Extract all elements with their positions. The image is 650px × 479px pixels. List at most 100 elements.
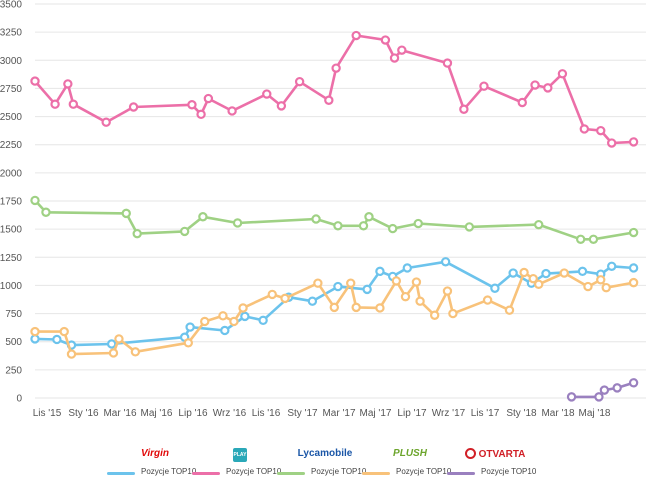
data-point[interactable] xyxy=(185,322,195,332)
data-point[interactable] xyxy=(504,305,515,315)
data-point[interactable] xyxy=(402,263,412,273)
data-point[interactable] xyxy=(490,283,500,293)
data-point[interactable] xyxy=(575,234,586,244)
data-point[interactable] xyxy=(128,102,139,112)
data-point[interactable] xyxy=(30,76,40,86)
data-point[interactable] xyxy=(229,316,239,327)
data-point[interactable] xyxy=(442,58,453,68)
data-point[interactable] xyxy=(59,326,69,337)
data-point[interactable] xyxy=(280,293,290,304)
data-point[interactable] xyxy=(311,214,321,224)
data-point[interactable] xyxy=(380,35,391,45)
data-point[interactable] xyxy=(307,296,318,306)
data-point[interactable] xyxy=(364,212,374,222)
data-point[interactable] xyxy=(415,296,425,306)
data-point[interactable] xyxy=(557,69,568,79)
data-point[interactable] xyxy=(183,338,193,348)
data-point[interactable] xyxy=(351,30,361,41)
data-point[interactable] xyxy=(187,100,197,110)
data-point[interactable] xyxy=(588,234,599,244)
data-point[interactable] xyxy=(52,334,62,345)
data-point[interactable] xyxy=(534,279,544,290)
data-point[interactable] xyxy=(30,326,40,337)
data-point[interactable] xyxy=(413,218,423,229)
data-point[interactable] xyxy=(375,303,385,313)
legend-item-lycamobile[interactable]: Lycamobile Pozycje TOP10 xyxy=(265,448,385,479)
data-point[interactable] xyxy=(313,278,323,288)
data-point[interactable] xyxy=(391,276,402,286)
data-point[interactable] xyxy=(508,268,518,278)
data-point[interactable] xyxy=(596,125,606,136)
data-point[interactable] xyxy=(179,226,190,237)
data-point[interactable] xyxy=(577,266,588,277)
data-point[interactable] xyxy=(41,207,51,217)
data-point[interactable] xyxy=(362,284,372,295)
data-point[interactable] xyxy=(101,117,111,127)
data-point[interactable] xyxy=(203,93,214,104)
data-point[interactable] xyxy=(442,286,453,296)
data-point[interactable] xyxy=(459,104,469,114)
data-point[interactable] xyxy=(479,81,489,91)
data-point[interactable] xyxy=(528,273,538,284)
data-point[interactable] xyxy=(258,315,268,326)
data-point[interactable] xyxy=(358,221,369,231)
data-point[interactable] xyxy=(218,311,228,321)
data-point[interactable] xyxy=(196,109,206,120)
data-point[interactable] xyxy=(607,261,617,271)
data-point[interactable] xyxy=(389,53,400,63)
data-point[interactable] xyxy=(232,218,243,228)
data-point[interactable] xyxy=(130,347,141,357)
data-point[interactable] xyxy=(375,266,385,277)
data-point[interactable] xyxy=(566,392,577,402)
data-point[interactable] xyxy=(50,99,60,109)
data-point[interactable] xyxy=(519,267,529,278)
data-point[interactable] xyxy=(517,97,527,108)
legend-item-plush[interactable]: PLUSH Pozycje TOP10 xyxy=(350,448,470,479)
data-point[interactable] xyxy=(530,80,540,90)
legend-item-otvarta[interactable]: OTVARTA Pozycje TOP10 xyxy=(435,448,555,479)
data-point[interactable] xyxy=(464,222,475,232)
data-point[interactable] xyxy=(599,385,610,395)
data-point[interactable] xyxy=(30,195,40,206)
data-point[interactable] xyxy=(200,316,210,327)
data-point[interactable] xyxy=(628,263,639,273)
data-point[interactable] xyxy=(329,302,339,313)
data-point[interactable] xyxy=(534,219,544,230)
data-point[interactable] xyxy=(607,138,617,148)
data-point[interactable] xyxy=(108,348,119,358)
data-point[interactable] xyxy=(121,208,131,219)
data-point[interactable] xyxy=(628,277,639,288)
data-point[interactable] xyxy=(262,89,272,99)
data-point[interactable] xyxy=(114,334,124,344)
legend-item-play[interactable]: PLAY Pozycje TOP10 xyxy=(180,448,300,479)
data-point[interactable] xyxy=(68,99,79,109)
data-point[interactable] xyxy=(601,282,611,293)
data-point[interactable] xyxy=(294,76,305,87)
data-point[interactable] xyxy=(628,227,639,238)
data-point[interactable] xyxy=(397,45,407,55)
data-point[interactable] xyxy=(596,275,606,285)
data-point[interactable] xyxy=(66,349,77,359)
data-point[interactable] xyxy=(227,106,237,116)
data-point[interactable] xyxy=(559,268,569,278)
data-point[interactable] xyxy=(628,378,639,388)
data-point[interactable] xyxy=(106,339,117,349)
data-point[interactable] xyxy=(333,281,343,292)
data-point[interactable] xyxy=(198,212,208,222)
legend-item-virgin[interactable]: Virgin Pozycje TOP10 xyxy=(95,448,215,479)
data-point[interactable] xyxy=(324,95,334,105)
data-point[interactable] xyxy=(583,281,593,292)
data-point[interactable] xyxy=(267,289,277,300)
data-point[interactable] xyxy=(448,308,458,319)
data-point[interactable] xyxy=(594,392,604,402)
data-point[interactable] xyxy=(30,334,40,344)
data-point[interactable] xyxy=(400,291,411,302)
data-point[interactable] xyxy=(543,83,553,93)
data-point[interactable] xyxy=(333,221,343,231)
data-point[interactable] xyxy=(612,383,622,393)
data-point[interactable] xyxy=(429,310,440,320)
data-point[interactable] xyxy=(220,325,230,336)
data-point[interactable] xyxy=(440,257,451,267)
data-point[interactable] xyxy=(579,124,590,134)
data-point[interactable] xyxy=(240,311,250,322)
